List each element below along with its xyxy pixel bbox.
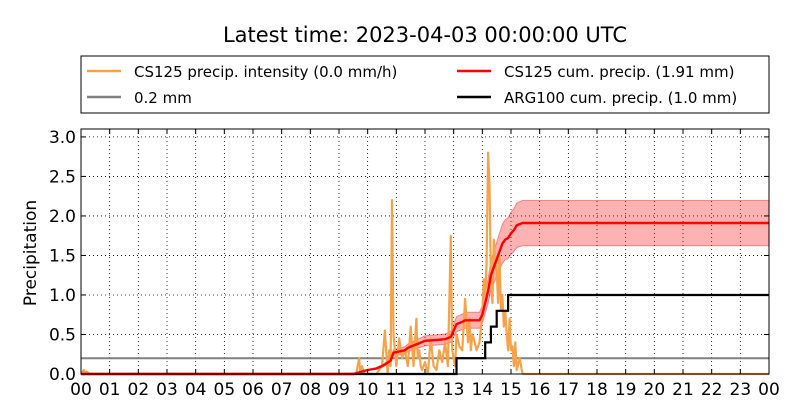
y-tick-label: 1.0 [49, 286, 76, 306]
x-tick-label: 03 [156, 380, 178, 400]
chart-legend: CS125 precip. intensity (0.0 mm/h) CS125… [80, 55, 770, 114]
y-tick-label: 0.0 [49, 365, 76, 385]
y-tick-label: 2.0 [49, 207, 76, 227]
x-tick-label: 10 [357, 380, 379, 400]
x-tick-label: 17 [558, 380, 580, 400]
x-axis-ticks: 00 01 02 03 04 05 06 07 08 09 10 11 12 13 14 15 16 17 18 19… [70, 129, 780, 400]
series-cum-line [81, 221, 769, 376]
series-intensity-line [80, 151, 769, 376]
x-tick-label: 07 [271, 380, 293, 400]
legend-label-cum: CS125 cum. precip. (1.91 mm) [504, 63, 734, 81]
y-axis-ticks: 0.0 0.5 1.0 1.5 2.0 2.5 3.0 [49, 128, 769, 385]
x-tick-label: 12 [414, 380, 436, 400]
plot-frame [80, 128, 770, 375]
x-tick-label: 18 [586, 380, 608, 400]
x-tick-label: 23 [730, 380, 752, 400]
x-tick-label: 20 [644, 380, 666, 400]
series-arg100-line [81, 293, 769, 376]
x-tick-label: 11 [386, 380, 408, 400]
series-cum-uncertainty-band [81, 199, 770, 375]
x-tick-label: 13 [443, 380, 465, 400]
legend-label-arg100: ARG100 cum. precip. (1.0 mm) [504, 89, 737, 107]
y-tick-label: 3.0 [49, 128, 76, 148]
x-tick-label: 21 [672, 380, 694, 400]
x-tick-label: 06 [242, 380, 264, 400]
y-axis-label: Precipitation [21, 200, 41, 306]
x-tick-label: 00 [70, 380, 92, 400]
grid [81, 129, 769, 374]
x-tick-label: 14 [472, 380, 494, 400]
y-tick-label: 0.5 [49, 325, 76, 345]
plot-area [80, 151, 770, 376]
y-tick-label: 2.5 [49, 167, 76, 187]
x-tick-label: 00 [758, 380, 780, 400]
x-tick-label: 08 [300, 380, 322, 400]
x-tick-label: 01 [99, 380, 121, 400]
x-tick-label: 15 [500, 380, 522, 400]
x-tick-label: 22 [701, 380, 723, 400]
legend-label-threshold: 0.2 mm [134, 89, 192, 107]
x-tick-label: 04 [185, 380, 207, 400]
x-tick-label: 02 [128, 380, 150, 400]
x-tick-label: 05 [214, 380, 236, 400]
x-tick-label: 19 [615, 380, 637, 400]
x-tick-label: 09 [328, 380, 350, 400]
x-tick-label: 16 [529, 380, 551, 400]
legend-box [80, 55, 770, 114]
chart-title: Latest time: 2023-04-03 00:00:00 UTC [223, 23, 627, 47]
legend-label-intensity: CS125 precip. intensity (0.0 mm/h) [134, 63, 397, 81]
y-tick-label: 1.5 [49, 246, 76, 266]
